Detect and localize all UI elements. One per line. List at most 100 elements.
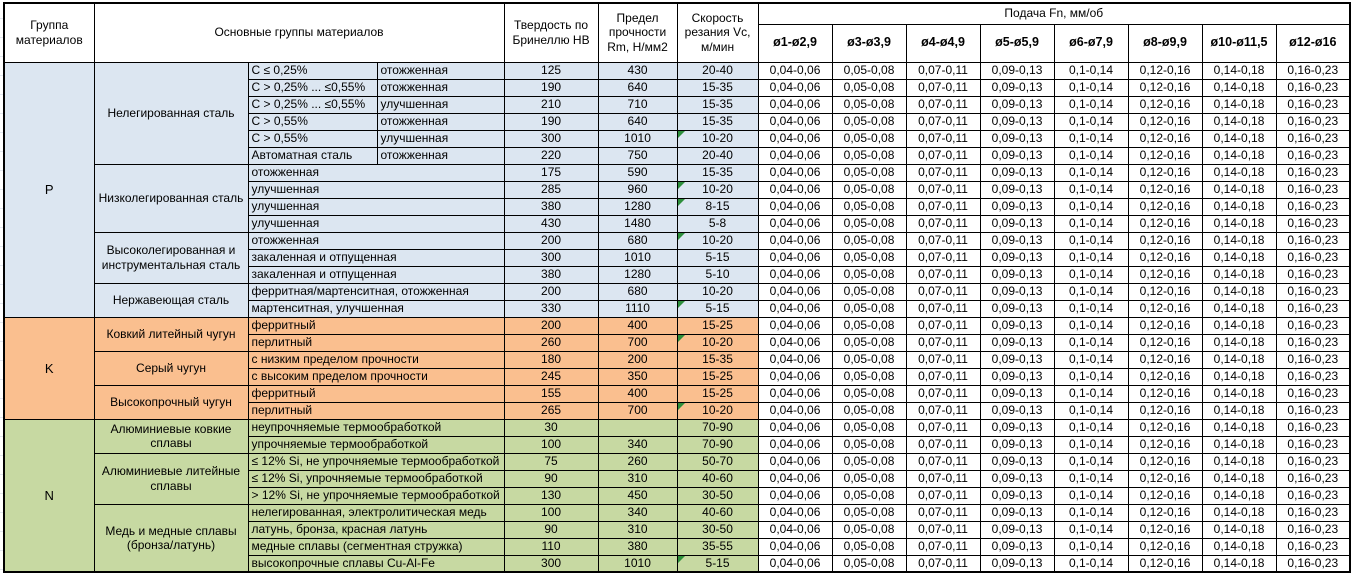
feed-value-cell[interactable]: 0,09-0,13 (979, 350, 1055, 369)
strength-cell[interactable]: 590 (597, 163, 678, 182)
strength-cell[interactable]: 340 (597, 503, 678, 522)
material-desc-cell[interactable]: ферритный (247, 316, 505, 335)
hardness-cell[interactable]: 220 (503, 146, 599, 165)
feed-value-cell[interactable]: 0,07-0,11 (905, 112, 981, 131)
strength-cell[interactable]: 700 (597, 401, 678, 420)
hardness-cell[interactable]: 260 (503, 333, 599, 352)
feed-value-cell[interactable]: 0,05-0,08 (831, 418, 907, 437)
feed-value-cell[interactable]: 0,09-0,13 (979, 554, 1055, 573)
feed-value-cell[interactable]: 0,12-0,16 (1127, 486, 1203, 505)
feed-value-cell[interactable]: 0,05-0,08 (831, 401, 907, 420)
feed-value-cell[interactable]: 0,04-0,06 (757, 401, 833, 420)
feed-value-cell[interactable]: 0,04-0,06 (757, 95, 833, 114)
feed-value-cell[interactable]: 0,1-0,14 (1053, 112, 1129, 131)
feed-value-cell[interactable]: 0,04-0,06 (757, 503, 833, 522)
feed-value-cell[interactable]: 0,1-0,14 (1053, 350, 1129, 369)
feed-value-cell[interactable]: 0,09-0,13 (979, 95, 1055, 114)
material-desc-cell[interactable]: перлитный (247, 333, 505, 352)
feed-value-cell[interactable]: 0,09-0,13 (979, 537, 1055, 556)
feed-value-cell[interactable]: 0,12-0,16 (1127, 78, 1203, 97)
material-subgroup-cell[interactable]: Ковкий литейный чугун (93, 316, 249, 352)
feed-value-cell[interactable]: 0,16-0,23 (1275, 163, 1351, 182)
speed-cell[interactable]: 15-35 (676, 163, 759, 182)
header-cutting-speed[interactable]: Скорость резания Vc, м/мин (676, 2, 759, 63)
feed-value-cell[interactable]: 0,14-0,18 (1201, 537, 1277, 556)
feed-value-cell[interactable]: 0,16-0,23 (1275, 197, 1351, 216)
feed-value-cell[interactable]: 0,16-0,23 (1275, 469, 1351, 488)
feed-value-cell[interactable]: 0,07-0,11 (905, 384, 981, 403)
feed-value-cell[interactable]: 0,07-0,11 (905, 299, 981, 318)
feed-value-cell[interactable]: 0,09-0,13 (979, 197, 1055, 216)
feed-value-cell[interactable]: 0,14-0,18 (1201, 350, 1277, 369)
feed-value-cell[interactable]: 0,09-0,13 (979, 452, 1055, 471)
feed-diameter-header[interactable]: ø8-ø9,9 (1127, 23, 1203, 63)
feed-value-cell[interactable]: 0,16-0,23 (1275, 333, 1351, 352)
feed-value-cell[interactable]: 0,14-0,18 (1201, 520, 1277, 539)
feed-value-cell[interactable]: 0,05-0,08 (831, 299, 907, 318)
feed-value-cell[interactable]: 0,12-0,16 (1127, 503, 1203, 522)
feed-diameter-header[interactable]: ø5-ø5,9 (979, 23, 1055, 63)
feed-value-cell[interactable]: 0,09-0,13 (979, 163, 1055, 182)
feed-value-cell[interactable]: 0,05-0,08 (831, 180, 907, 199)
feed-value-cell[interactable]: 0,07-0,11 (905, 333, 981, 352)
speed-cell[interactable]: 15-35 (676, 112, 759, 131)
feed-value-cell[interactable]: 0,05-0,08 (831, 350, 907, 369)
material-subgroup-cell[interactable]: Нелегированная сталь (93, 61, 249, 165)
speed-cell[interactable]: 10-20 (676, 180, 759, 199)
feed-value-cell[interactable]: 0,12-0,16 (1127, 112, 1203, 131)
feed-value-cell[interactable]: 0,1-0,14 (1053, 95, 1129, 114)
feed-value-cell[interactable]: 0,04-0,06 (757, 350, 833, 369)
strength-cell[interactable]: 680 (597, 231, 678, 250)
feed-value-cell[interactable]: 0,09-0,13 (979, 146, 1055, 165)
speed-cell[interactable]: 10-20 (676, 401, 759, 420)
material-desc-cell[interactable]: ферритный (247, 384, 505, 403)
feed-value-cell[interactable]: 0,12-0,16 (1127, 520, 1203, 539)
feed-value-cell[interactable]: 0,14-0,18 (1201, 333, 1277, 352)
header-feed-title[interactable]: Подача Fn, мм/об (757, 2, 1351, 25)
material-subgroup-cell[interactable]: Алюминиевые ковкие сплавы (93, 418, 249, 454)
feed-value-cell[interactable]: 0,05-0,08 (831, 435, 907, 454)
feed-value-cell[interactable]: 0,07-0,11 (905, 418, 981, 437)
feed-value-cell[interactable]: 0,04-0,06 (757, 435, 833, 454)
feed-value-cell[interactable]: 0,1-0,14 (1053, 401, 1129, 420)
feed-value-cell[interactable]: 0,05-0,08 (831, 197, 907, 216)
feed-value-cell[interactable]: 0,09-0,13 (979, 333, 1055, 352)
feed-value-cell[interactable]: 0,16-0,23 (1275, 248, 1351, 267)
feed-value-cell[interactable]: 0,05-0,08 (831, 384, 907, 403)
hardness-cell[interactable]: 130 (503, 486, 599, 505)
feed-value-cell[interactable]: 0,12-0,16 (1127, 265, 1203, 284)
feed-value-cell[interactable]: 0,16-0,23 (1275, 146, 1351, 165)
feed-value-cell[interactable]: 0,12-0,16 (1127, 452, 1203, 471)
speed-cell[interactable]: 20-40 (676, 61, 759, 80)
strength-cell[interactable]: 960 (597, 180, 678, 199)
material-desc-cell[interactable]: мартенситная, улучшенная (247, 299, 505, 318)
feed-value-cell[interactable]: 0,04-0,06 (757, 520, 833, 539)
material-spec-cell[interactable]: Автоматная сталь (247, 146, 378, 165)
feed-value-cell[interactable]: 0,1-0,14 (1053, 61, 1129, 80)
feed-value-cell[interactable]: 0,05-0,08 (831, 248, 907, 267)
feed-value-cell[interactable]: 0,07-0,11 (905, 367, 981, 386)
material-spec-cell[interactable]: C > 0,25% ... ≤0,55% (247, 95, 378, 114)
feed-value-cell[interactable]: 0,09-0,13 (979, 265, 1055, 284)
feed-value-cell[interactable]: 0,14-0,18 (1201, 163, 1277, 182)
feed-value-cell[interactable]: 0,05-0,08 (831, 112, 907, 131)
material-desc-cell[interactable]: ферритная/мартенситная, отожженная (247, 282, 505, 301)
material-spec-cell[interactable]: C ≤ 0,25% (247, 61, 378, 80)
hardness-cell[interactable]: 155 (503, 384, 599, 403)
strength-cell[interactable]: 400 (597, 316, 678, 335)
feed-value-cell[interactable]: 0,07-0,11 (905, 537, 981, 556)
material-desc-cell[interactable]: высокопрочные сплавы Cu-Al-Fe (247, 554, 505, 573)
feed-value-cell[interactable]: 0,07-0,11 (905, 231, 981, 250)
material-desc-cell[interactable]: упрочняемые термообработкой (247, 435, 505, 454)
feed-value-cell[interactable]: 0,09-0,13 (979, 316, 1055, 335)
feed-value-cell[interactable]: 0,12-0,16 (1127, 350, 1203, 369)
feed-value-cell[interactable]: 0,09-0,13 (979, 418, 1055, 437)
material-desc-cell[interactable]: отожженная (247, 163, 505, 182)
feed-value-cell[interactable]: 0,12-0,16 (1127, 367, 1203, 386)
feed-value-cell[interactable]: 0,04-0,06 (757, 367, 833, 386)
hardness-cell[interactable]: 110 (503, 537, 599, 556)
strength-cell[interactable]: 640 (597, 78, 678, 97)
feed-value-cell[interactable]: 0,12-0,16 (1127, 316, 1203, 335)
material-desc-cell[interactable]: отожженная (247, 231, 505, 250)
strength-cell[interactable]: 200 (597, 350, 678, 369)
